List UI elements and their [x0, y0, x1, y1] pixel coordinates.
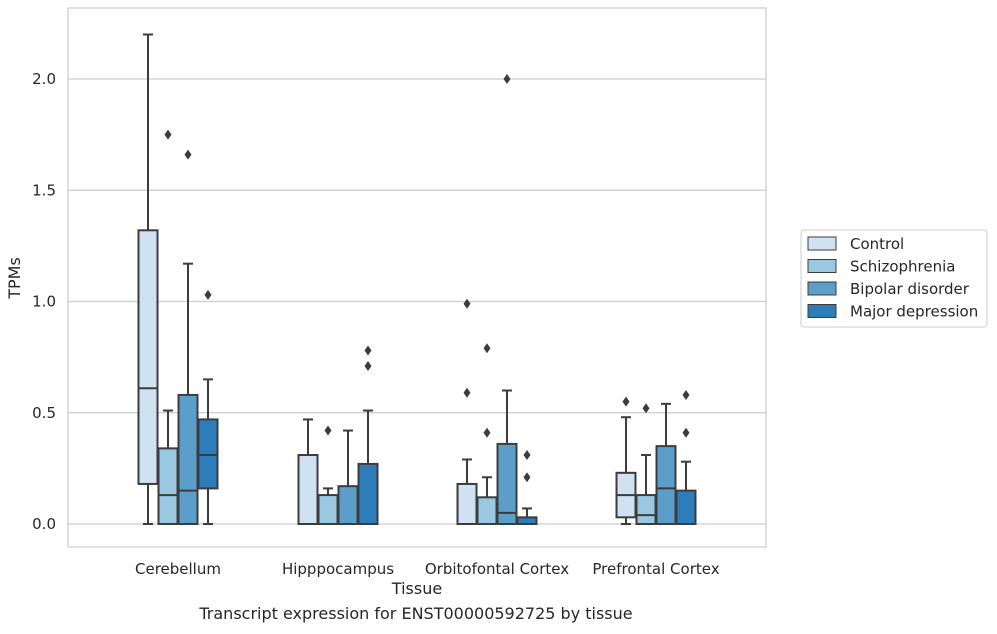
- box-body: [456, 482, 478, 526]
- box-body: [137, 229, 159, 485]
- y-tick-label: 0.0: [32, 515, 56, 533]
- box-group: [496, 74, 518, 525]
- outlier-point: [463, 298, 471, 309]
- box-group: [297, 418, 319, 525]
- legend: Control Schizophrenia Bipolar disorder Majo…: [800, 229, 988, 328]
- box-marks: [137, 33, 697, 526]
- y-tick-label: 1.0: [32, 293, 56, 311]
- legend-swatch: [807, 281, 837, 296]
- box-body: [635, 494, 657, 526]
- box-group: [456, 298, 478, 526]
- outlier-point: [364, 361, 372, 372]
- y-tick-label: 1.5: [32, 181, 56, 199]
- box-group: [157, 129, 179, 526]
- outlier-point: [324, 425, 332, 436]
- legend-label: Control: [850, 235, 904, 253]
- y-tick-labels: 0.0 0.5 1.0 1.5 2.0: [32, 70, 56, 533]
- y-axis-label: TPMs: [5, 257, 24, 300]
- outlier-point: [642, 403, 650, 414]
- box-group: [675, 389, 697, 525]
- box-group: [615, 396, 637, 525]
- x-tick-labels: Cerebellum Hipppocampus Orbitofontal Corte…: [135, 560, 720, 578]
- box-group: [357, 345, 379, 525]
- box-group: [337, 429, 359, 525]
- outlier-point: [682, 389, 690, 400]
- y-tick-label: 0.5: [32, 404, 56, 422]
- box-body: [516, 516, 538, 526]
- box-body: [157, 447, 179, 526]
- legend-frame: [800, 229, 988, 328]
- box-body: [655, 445, 677, 525]
- box-group: [197, 289, 219, 525]
- box-group: [476, 343, 498, 525]
- outlier-point: [164, 129, 172, 140]
- outlier-point: [483, 427, 491, 438]
- outlier-point: [682, 427, 690, 438]
- outlier-point: [483, 343, 491, 354]
- legend-label: Schizophrenia: [850, 258, 955, 276]
- box-group: [137, 33, 159, 525]
- outlier-point: [184, 149, 192, 160]
- box-group: [317, 425, 339, 526]
- box-body: [297, 454, 319, 525]
- x-tick-label: Hipppocampus: [282, 560, 394, 578]
- outlier-point: [622, 396, 630, 407]
- legend-swatch: [807, 236, 837, 251]
- legend-swatch: [807, 304, 837, 318]
- box-group: [177, 149, 199, 526]
- box-group: [516, 450, 538, 526]
- plot-frame: [67, 7, 767, 548]
- x-tick-label: Orbitofontal Cortex: [425, 560, 569, 578]
- box-body: [337, 485, 359, 525]
- outlier-point: [204, 289, 212, 300]
- x-tick-label: Cerebellum: [135, 560, 221, 578]
- outlier-point: [463, 387, 471, 398]
- box-body: [317, 494, 339, 526]
- box-group: [635, 403, 657, 526]
- box-body: [197, 418, 219, 490]
- outlier-point: [523, 472, 531, 483]
- x-tick-label: Prefrontal Cortex: [592, 560, 719, 578]
- box-body: [357, 462, 379, 525]
- legend-label: Major depression: [850, 303, 978, 321]
- y-tick-label: 2.0: [32, 70, 56, 88]
- legend-label: Bipolar disorder: [850, 280, 970, 298]
- legend-swatch: [807, 259, 837, 273]
- outlier-point: [364, 345, 372, 356]
- box-body: [675, 489, 697, 525]
- box-body: [177, 393, 199, 526]
- x-axis-label: Tissue: [391, 579, 442, 598]
- outlier-point: [503, 74, 511, 84]
- box-body: [476, 496, 498, 525]
- box-body: [496, 442, 518, 525]
- chart-caption: Transcript expression for ENST0000059272…: [199, 604, 633, 623]
- box-group: [655, 402, 677, 525]
- outlier-point: [523, 450, 531, 461]
